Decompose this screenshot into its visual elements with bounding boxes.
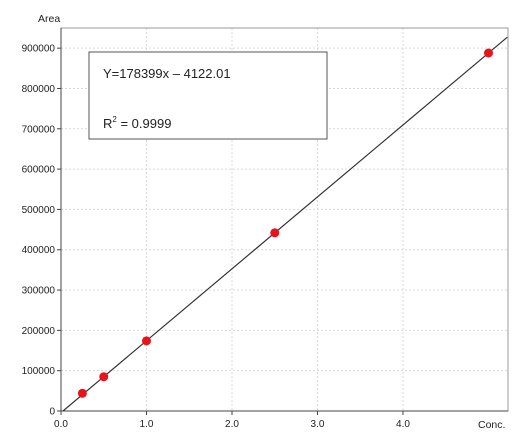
equation-box: Y=178399x – 4122.01 R2 = 0.9999 [88, 51, 328, 140]
r-squared-value: = 0.9999 [117, 116, 172, 131]
x-tick-label: 3.0 [311, 419, 325, 430]
y-tick-label: 500000 [22, 205, 56, 216]
y-tick-label: 600000 [22, 165, 56, 176]
fit-line [62, 36, 508, 412]
equation-box-frame [88, 51, 328, 140]
r-squared-prefix: R [103, 116, 112, 131]
x-tick-label: 0.0 [54, 419, 68, 430]
data-point [77, 388, 87, 398]
x-axis-ticks: 0.0 1.0 2.0 3.0 4.0 [54, 411, 410, 430]
x-tick-label: 1.0 [140, 419, 154, 430]
y-axis-title: Area [38, 13, 60, 25]
data-point [484, 48, 493, 58]
y-tick-label: 0 [49, 407, 55, 418]
x-tick-label: 4.0 [396, 419, 410, 430]
y-tick-label: 400000 [22, 245, 56, 256]
y-tick-label: 800000 [22, 84, 56, 95]
r-squared-label: R2 = 0.9999 [103, 115, 171, 131]
regression-equation: Y=178399x – 4122.01 [103, 66, 231, 81]
r-squared-superscript: 2 [112, 115, 117, 124]
y-axis-ticks: 0 100000 200000 300000 400000 500000 600000 700… [22, 44, 61, 418]
y-tick-label: 300000 [22, 286, 56, 297]
data-point [99, 372, 109, 382]
y-tick-label: 900000 [22, 44, 56, 55]
data-point [142, 336, 151, 346]
data-points [77, 48, 493, 398]
x-axis-title: Conc. [478, 419, 505, 431]
data-point [270, 228, 280, 238]
fit-line-group [62, 36, 508, 412]
grid-lines [61, 28, 508, 411]
x-tick-label: 2.0 [225, 419, 239, 430]
y-tick-label: 700000 [22, 124, 56, 135]
y-tick-label: 100000 [22, 366, 56, 377]
y-tick-label: 200000 [22, 326, 56, 337]
